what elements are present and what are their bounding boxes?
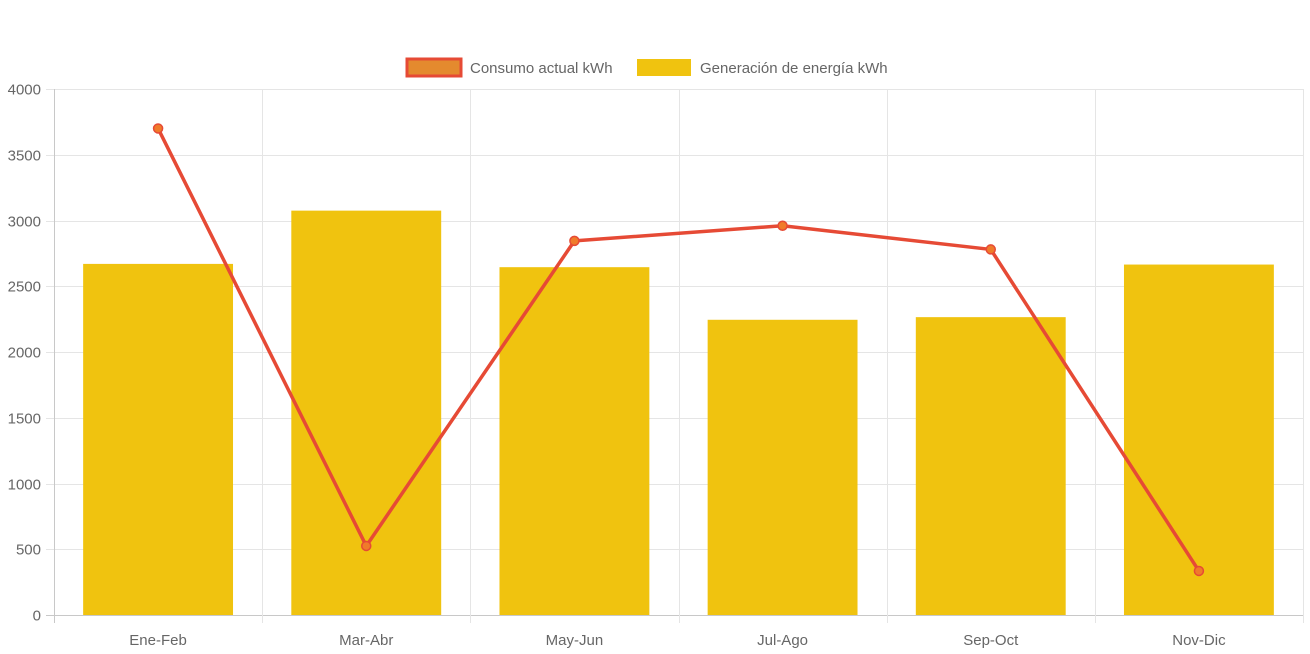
point-consumo[interactable] [361, 540, 372, 552]
grid-lines [46, 89, 1304, 623]
point-consumo[interactable] [777, 220, 788, 232]
y-tick-label: 2500 [8, 279, 41, 296]
legend-label-generacion[interactable]: Generación de energía kWh [700, 60, 888, 77]
x-tick-label: May-Jun [546, 632, 604, 649]
y-tick-label: 3000 [8, 214, 41, 231]
bar-generacion[interactable] [707, 319, 858, 615]
point-consumo[interactable] [1193, 565, 1205, 577]
y-tick-label: 4000 [8, 82, 41, 99]
y-tick-label: 1000 [8, 477, 41, 494]
y-tick-label: 2000 [8, 345, 41, 362]
legend-swatch-generacion[interactable] [637, 59, 691, 76]
line-series [152, 123, 1205, 577]
x-tick-label: Sep-Oct [963, 632, 1019, 649]
bar-generacion[interactable] [1123, 264, 1274, 615]
y-tick-label: 3500 [8, 148, 41, 165]
y-tick-label: 0 [33, 608, 41, 625]
x-tick-label: Nov-Dic [1172, 632, 1226, 649]
point-consumo[interactable] [569, 235, 580, 247]
bar-generacion[interactable] [915, 317, 1066, 615]
legend[interactable]: Consumo actual kWh Generación de energía… [405, 57, 888, 78]
x-tick-label: Mar-Abr [339, 632, 393, 649]
x-axis-labels: Ene-Feb Mar-Abr May-Jun Jul-Ago Sep-Oct Nov-D… [129, 632, 1226, 649]
line-consumo[interactable] [156, 126, 1201, 573]
bar-generacion[interactable] [499, 267, 650, 615]
legend-swatch-consumo[interactable] [405, 57, 463, 78]
x-tick-label: Ene-Feb [129, 632, 187, 649]
bar-generacion[interactable] [83, 263, 234, 615]
y-tick-label: 1500 [8, 411, 41, 428]
point-consumo[interactable] [152, 123, 164, 134]
legend-label-consumo[interactable]: Consumo actual kWh [470, 60, 613, 77]
bar-series [83, 210, 1274, 615]
point-consumo[interactable] [985, 244, 996, 255]
x-tick-label: Jul-Ago [757, 632, 808, 649]
y-axis-labels: 0 500 1000 1500 2000 2500 3000 3500 4000 [8, 82, 41, 625]
y-tick-label: 500 [16, 542, 41, 559]
bar-generacion[interactable] [291, 210, 442, 615]
